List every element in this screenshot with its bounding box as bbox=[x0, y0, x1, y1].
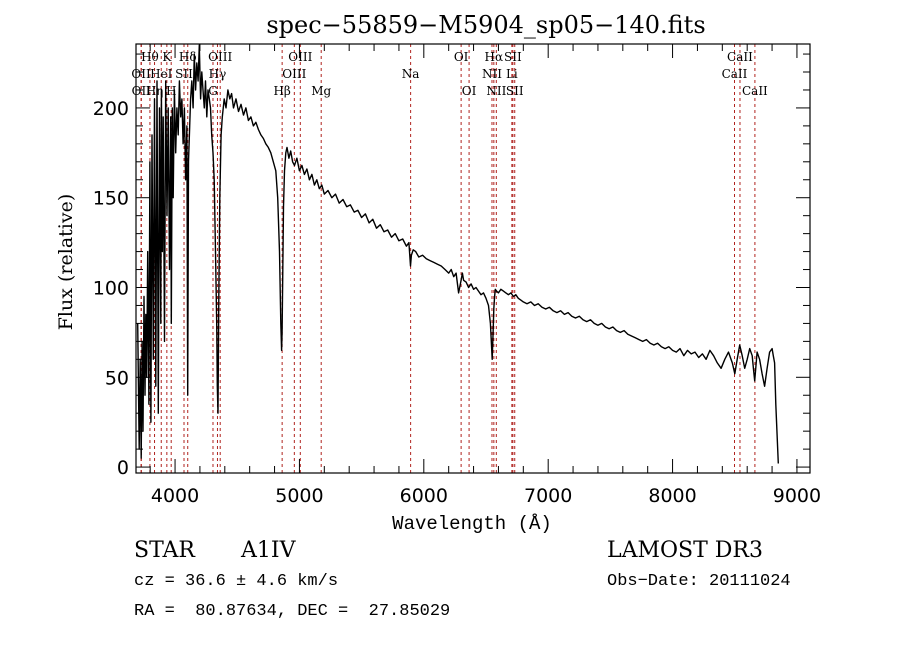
coordinates-text: RA = 80.87634, DEC = 27.85029 bbox=[134, 602, 451, 621]
x-tick-label: 7000 bbox=[524, 485, 572, 507]
line-marker-label: SII bbox=[506, 84, 524, 98]
line-marker-label: CaII bbox=[722, 67, 748, 81]
object-class: STAR bbox=[134, 538, 195, 563]
line-marker-label: K bbox=[162, 50, 172, 64]
chart-title: spec−55859−M5904_sp05−140.fits bbox=[266, 11, 705, 39]
line-marker-label: OI bbox=[454, 50, 469, 64]
object-subclass: A1IV bbox=[241, 538, 296, 563]
plot-frame bbox=[135, 43, 811, 474]
line-marker-label: OIII bbox=[288, 50, 312, 64]
line-marker-label: SII bbox=[175, 67, 193, 81]
line-marker-label: Na bbox=[402, 67, 420, 81]
line-marker-label: OII bbox=[131, 67, 151, 81]
line-marker-label: OIII bbox=[208, 50, 232, 64]
line-marker-label: Hθ bbox=[141, 50, 159, 64]
line-marker-label: CaII bbox=[742, 84, 768, 98]
line-marker-label: HeI bbox=[150, 67, 173, 81]
survey-name: LAMOST DR3 bbox=[607, 538, 763, 563]
y-axis-ticks bbox=[136, 53, 810, 468]
y-tick-label: 50 bbox=[105, 367, 129, 389]
line-marker-label: Hη bbox=[146, 84, 164, 98]
y-tick-label: 150 bbox=[93, 188, 129, 210]
y-tick-label: 200 bbox=[93, 98, 129, 120]
line-marker-label: NII bbox=[482, 67, 502, 81]
x-axis-tick-labels: 4000 5000 6000 7000 8000 9000 bbox=[151, 485, 821, 507]
line-marker-label: OI bbox=[462, 84, 477, 98]
line-marker-label: Mg bbox=[311, 84, 331, 98]
x-tick-label: 5000 bbox=[275, 485, 323, 507]
line-marker-label: OIII bbox=[282, 67, 306, 81]
y-tick-label: 100 bbox=[93, 278, 129, 300]
y-axis-tick-labels: 0 50 100 150 200 bbox=[93, 98, 129, 479]
line-marker-label: G bbox=[208, 84, 218, 98]
x-axis-label: Wavelength (Å) bbox=[392, 513, 552, 535]
y-axis-label: Flux (relative) bbox=[55, 194, 77, 331]
x-tick-label: 6000 bbox=[400, 485, 448, 507]
redshift-text: cz = 36.6 ± 4.6 km/s bbox=[134, 572, 339, 591]
spectrum-line bbox=[137, 44, 779, 464]
line-marker-label: Li bbox=[506, 67, 518, 81]
x-tick-label: 9000 bbox=[773, 485, 821, 507]
line-marker-label: Hβ bbox=[273, 84, 290, 98]
x-tick-label: 8000 bbox=[648, 485, 696, 507]
x-axis-ticks bbox=[149, 44, 798, 473]
x-tick-label: 4000 bbox=[151, 485, 199, 507]
y-tick-label: 0 bbox=[117, 457, 129, 479]
line-marker-label: Hγ bbox=[209, 67, 227, 81]
observation-date: Obs−Date: 20111024 bbox=[607, 572, 791, 591]
line-marker-label: SII bbox=[504, 50, 522, 64]
line-marker-label: Hδ bbox=[179, 50, 197, 64]
line-marker-label: NII bbox=[486, 84, 506, 98]
line-marker-label: Hα bbox=[485, 50, 504, 64]
line-marker-label: H bbox=[166, 84, 176, 98]
line-marker-label: CaII bbox=[727, 50, 753, 64]
